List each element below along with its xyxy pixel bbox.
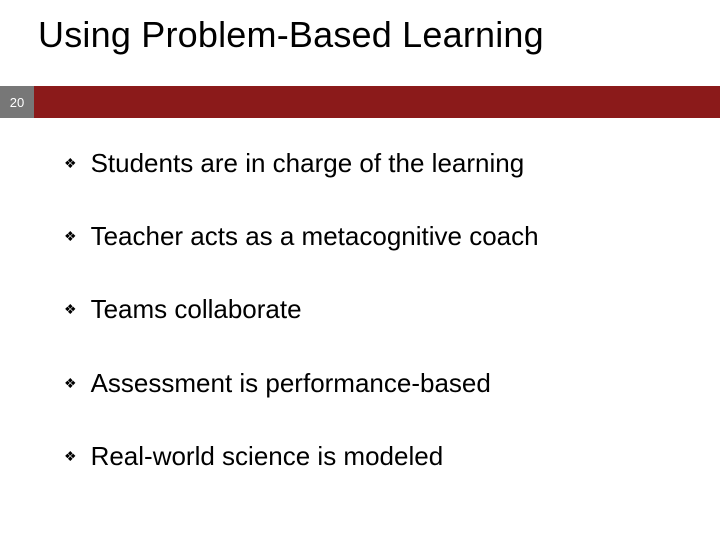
list-item: ❖ Students are in charge of the learning [64, 148, 684, 179]
list-item: ❖ Real-world science is modeled [64, 441, 684, 472]
bullet-text: Teacher acts as a metacognitive coach [91, 221, 539, 252]
diamond-icon: ❖ [64, 376, 77, 390]
bullet-text: Real-world science is modeled [91, 441, 444, 472]
list-item: ❖ Assessment is performance-based [64, 368, 684, 399]
diamond-icon: ❖ [64, 449, 77, 463]
list-item: ❖ Teacher acts as a metacognitive coach [64, 221, 684, 252]
page-number-box: 20 [0, 86, 34, 118]
bullet-text: Assessment is performance-based [91, 368, 491, 399]
slide-title: Using Problem-Based Learning [38, 14, 544, 56]
bullet-list: ❖ Students are in charge of the learning… [64, 148, 684, 514]
accent-bar [34, 86, 720, 118]
diamond-icon: ❖ [64, 302, 77, 316]
list-item: ❖ Teams collaborate [64, 294, 684, 325]
diamond-icon: ❖ [64, 229, 77, 243]
bullet-text: Teams collaborate [91, 294, 302, 325]
slide: Using Problem-Based Learning 20 ❖ Studen… [0, 0, 720, 540]
header-bar: 20 [0, 86, 720, 118]
bullet-text: Students are in charge of the learning [91, 148, 525, 179]
diamond-icon: ❖ [64, 156, 77, 170]
